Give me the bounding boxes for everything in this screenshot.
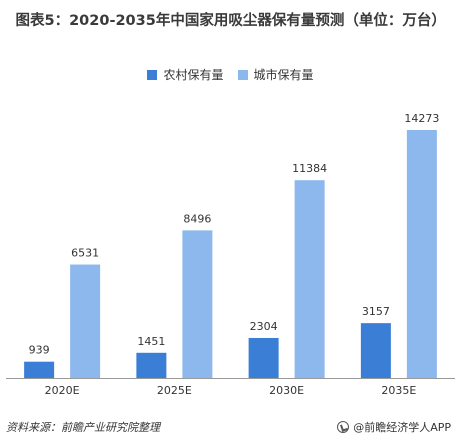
data-label-rural-2035E: 3157 <box>362 305 390 318</box>
bar-urban-2020E <box>70 264 101 378</box>
data-label-urban-2020E: 6531 <box>71 247 99 260</box>
x-tick-label-2020E: 2020E <box>45 384 80 397</box>
bar-rural-2020E <box>24 361 55 378</box>
chart-title: 图表5：2020-2035年中国家用吸尘器保有量预测（单位：万台） <box>15 13 446 29</box>
legend-swatch-rural <box>147 69 158 80</box>
brand-logo-icon <box>337 421 350 433</box>
bar-rural-2025E <box>136 352 167 378</box>
legend-label-urban: 城市保有量 <box>253 68 314 82</box>
bar-urban-2025E <box>182 230 213 378</box>
source-note: 资料来源：前瞻产业研究院整理 <box>6 421 160 434</box>
bar-urban-2030E <box>294 180 325 378</box>
data-label-rural-2025E: 1451 <box>137 335 165 348</box>
bar-rural-2030E <box>248 337 279 378</box>
data-label-urban-2025E: 8496 <box>183 212 211 225</box>
x-tick-label-2035E: 2035E <box>381 384 416 397</box>
legend-item-rural: 农村保有量 <box>147 66 224 83</box>
brand-text: @前瞻经济学人APP <box>353 421 451 434</box>
data-label-rural-2020E: 939 <box>29 344 50 357</box>
legend-item-urban: 城市保有量 <box>237 66 314 83</box>
data-label-urban-2030E: 11384 <box>292 162 327 175</box>
x-tick-label-2030E: 2030E <box>269 384 304 397</box>
data-label-rural-2030E: 2304 <box>250 320 278 333</box>
legend-swatch-urban <box>237 69 248 80</box>
bar-urban-2035E <box>406 130 437 378</box>
data-label-urban-2035E: 14273 <box>404 112 439 125</box>
x-tick-label-2025E: 2025E <box>157 384 192 397</box>
legend-label-rural: 农村保有量 <box>163 68 224 82</box>
bar-rural-2035E <box>360 323 391 378</box>
brand-credit: @前瞻经济学人APP <box>337 419 451 435</box>
chart-legend: 农村保有量 城市保有量 <box>0 66 461 83</box>
